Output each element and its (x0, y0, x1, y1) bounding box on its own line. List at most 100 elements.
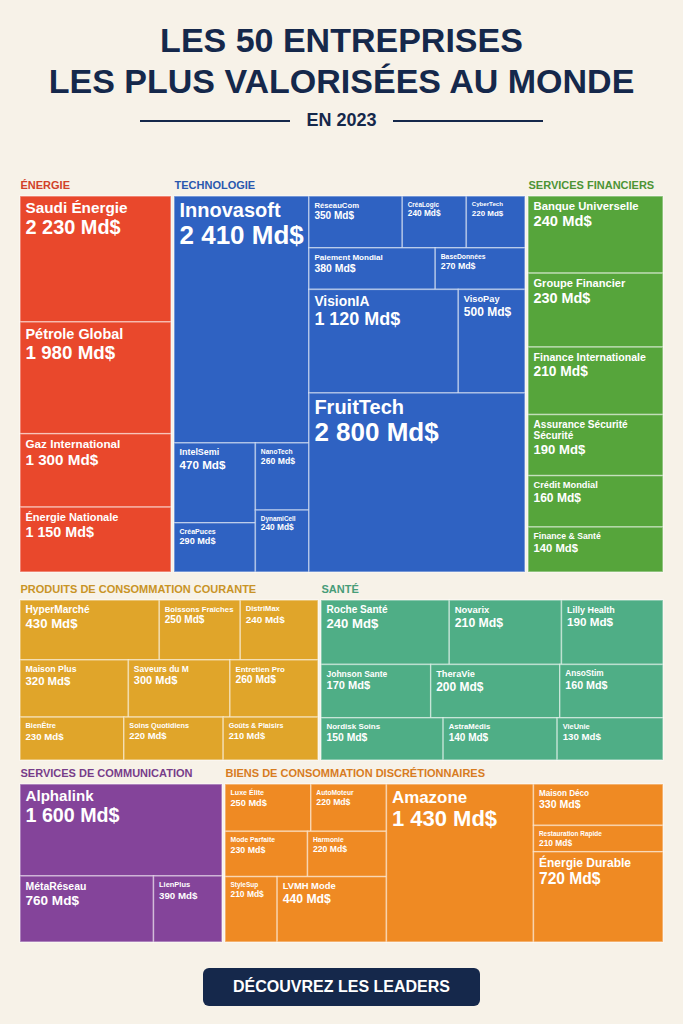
svg-text:LVMH Mode: LVMH Mode (283, 880, 336, 891)
svg-text:DistriMax: DistriMax (246, 604, 281, 613)
svg-text:CréaPuces: CréaPuces (180, 528, 216, 535)
svg-text:Saveurs du M: Saveurs du M (134, 664, 189, 674)
svg-text:2 800 Md$: 2 800 Md$ (314, 417, 439, 447)
svg-text:Assurance SécuritéSécurité: Assurance SécuritéSécurité (534, 419, 629, 441)
svg-text:Lilly Health: Lilly Health (567, 605, 615, 615)
svg-text:VieUnie: VieUnie (563, 722, 590, 731)
svg-text:1 980 Md$: 1 980 Md$ (26, 342, 116, 363)
svg-text:260 Md$: 260 Md$ (235, 674, 276, 685)
svg-text:300 Md$: 300 Md$ (134, 674, 177, 686)
svg-text:VisionIA: VisionIA (314, 293, 369, 309)
svg-text:240 Md$: 240 Md$ (327, 616, 379, 631)
svg-text:Restauration Rapide: Restauration Rapide (539, 830, 602, 838)
svg-text:BienÊtre: BienÊtre (26, 721, 56, 730)
svg-text:LienPlus: LienPlus (159, 880, 190, 889)
svg-text:160 Md$: 160 Md$ (565, 679, 607, 691)
svg-text:260 Md$: 260 Md$ (261, 456, 295, 466)
svg-text:2 410 Md$: 2 410 Md$ (180, 220, 305, 250)
svg-text:RéseauCom: RéseauCom (314, 201, 359, 210)
svg-text:220 Md$: 220 Md$ (313, 844, 347, 854)
svg-text:210 Md$: 210 Md$ (229, 731, 265, 741)
svg-text:330 Md$: 330 Md$ (539, 798, 581, 810)
svg-text:1 600 Md$: 1 600 Md$ (26, 804, 120, 826)
svg-text:170 Md$: 170 Md$ (327, 679, 371, 691)
svg-text:190 Md$: 190 Md$ (567, 615, 614, 628)
svg-text:Énergie Durable: Énergie Durable (539, 855, 631, 870)
svg-text:230 Md$: 230 Md$ (534, 290, 591, 306)
svg-text:240 Md$: 240 Md$ (261, 522, 294, 532)
svg-text:130 Md$: 130 Md$ (563, 731, 602, 742)
svg-text:Novarix: Novarix (455, 604, 490, 615)
svg-text:240 Md$: 240 Md$ (246, 614, 285, 625)
svg-text:SERVICES DE COMMUNICATION: SERVICES DE COMMUNICATION (21, 767, 193, 779)
svg-text:VisoPay: VisoPay (464, 294, 501, 304)
svg-text:150 Md$: 150 Md$ (327, 732, 368, 743)
svg-text:SERVICES FINANCIERS: SERVICES FINANCIERS (529, 179, 655, 191)
svg-text:CyberTech: CyberTech (472, 200, 503, 207)
svg-text:Banque Universelle: Banque Universelle (534, 200, 639, 212)
svg-text:IntelSemi: IntelSemi (180, 447, 220, 457)
svg-text:250 Md$: 250 Md$ (165, 614, 205, 625)
svg-text:270 Md$: 270 Md$ (441, 261, 476, 271)
svg-text:210 Md$: 210 Md$ (231, 889, 265, 899)
svg-text:430 Md$: 430 Md$ (26, 616, 79, 631)
svg-text:Nordisk Soins: Nordisk Soins (327, 722, 381, 731)
svg-text:230 Md$: 230 Md$ (26, 731, 65, 742)
svg-text:190 Md$: 190 Md$ (534, 442, 586, 457)
svg-text:Innovasoft: Innovasoft (180, 199, 281, 221)
svg-text:220 Md$: 220 Md$ (129, 730, 167, 741)
svg-text:350 Md$: 350 Md$ (314, 210, 354, 221)
svg-text:210 Md$: 210 Md$ (455, 616, 504, 630)
svg-text:200 Md$: 200 Md$ (436, 680, 484, 694)
svg-text:Entretien Pro: Entretien Pro (235, 664, 285, 673)
svg-text:Amazone: Amazone (392, 788, 467, 807)
svg-text:Pétrole Global: Pétrole Global (26, 326, 124, 342)
svg-text:Alphalink: Alphalink (26, 787, 95, 804)
svg-text:Harmonie: Harmonie (313, 836, 344, 843)
svg-text:220 Md$: 220 Md$ (472, 209, 504, 218)
svg-text:1 430 Md$: 1 430 Md$ (392, 806, 497, 831)
svg-text:Finance Internationale: Finance Internationale (534, 351, 647, 363)
svg-text:BaseDonnées: BaseDonnées (441, 253, 486, 260)
svg-text:CréaLogic: CréaLogic (408, 200, 440, 208)
svg-text:TECHNOLOGIE: TECHNOLOGIE (175, 179, 256, 191)
svg-text:760 Md$: 760 Md$ (26, 893, 80, 908)
svg-text:Boissons Fraîches: Boissons Fraîches (165, 605, 234, 614)
svg-text:240 Md$: 240 Md$ (408, 208, 441, 218)
svg-text:240 Md$: 240 Md$ (534, 213, 592, 229)
svg-text:AstraMédis: AstraMédis (449, 722, 491, 731)
svg-text:2 230 Md$: 2 230 Md$ (26, 216, 121, 238)
svg-text:Crédit Mondial: Crédit Mondial (534, 480, 598, 490)
svg-text:AnsoStim: AnsoStim (565, 669, 603, 678)
svg-text:Soins Quotidiens: Soins Quotidiens (129, 721, 189, 730)
svg-text:HyperMarché: HyperMarché (26, 604, 91, 615)
svg-text:MétaRéseau: MétaRéseau (26, 881, 87, 892)
svg-text:TheraVie: TheraVie (436, 669, 475, 679)
svg-text:1 120 Md$: 1 120 Md$ (314, 309, 400, 329)
svg-text:BIENS DE CONSOMMATION DISCRÉTI: BIENS DE CONSOMMATION DISCRÉTIONNAIRES (226, 767, 486, 779)
svg-text:470 Md$: 470 Md$ (180, 458, 226, 471)
svg-text:290 Md$: 290 Md$ (180, 536, 216, 546)
svg-text:AutoMoteur: AutoMoteur (316, 789, 354, 796)
svg-text:390 Md$: 390 Md$ (159, 890, 198, 901)
svg-text:210 Md$: 210 Md$ (539, 838, 573, 848)
svg-text:Saudi Énergie: Saudi Énergie (26, 199, 128, 216)
svg-text:Goûts & Plaisirs: Goûts & Plaisirs (229, 722, 284, 730)
svg-text:Maison Déco: Maison Déco (539, 789, 589, 798)
svg-text:720 Md$: 720 Md$ (539, 870, 601, 887)
svg-text:StyleSup: StyleSup (231, 881, 259, 889)
svg-text:160 Md$: 160 Md$ (534, 491, 582, 505)
svg-text:440 Md$: 440 Md$ (283, 892, 331, 906)
svg-text:380 Md$: 380 Md$ (314, 263, 355, 274)
svg-text:500 Md$: 500 Md$ (464, 305, 512, 319)
svg-text:1 300 Md$: 1 300 Md$ (26, 451, 99, 468)
svg-text:Finance & Santé: Finance & Santé (534, 531, 601, 541)
svg-text:Paiement Mondial: Paiement Mondial (314, 253, 382, 262)
svg-text:320 Md$: 320 Md$ (26, 675, 72, 687)
svg-text:Maison Plus: Maison Plus (26, 664, 77, 674)
svg-text:PRODUITS DE CONSOMMATION COURA: PRODUITS DE CONSOMMATION COURANTE (21, 583, 257, 595)
svg-text:SANTÉ: SANTÉ (322, 583, 359, 595)
svg-text:1 150 Md$: 1 150 Md$ (26, 524, 94, 540)
svg-text:210 Md$: 210 Md$ (534, 364, 589, 379)
svg-text:NanoTech: NanoTech (261, 448, 293, 455)
